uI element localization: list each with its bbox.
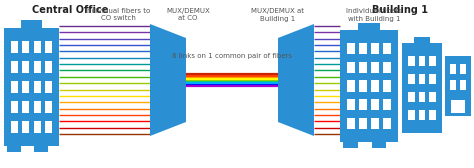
Bar — [11, 41, 18, 53]
Bar — [11, 61, 18, 73]
Bar — [429, 74, 436, 84]
Bar — [408, 110, 415, 120]
Bar — [11, 101, 18, 113]
Bar — [359, 118, 367, 129]
Bar — [4, 28, 59, 146]
Bar — [408, 56, 415, 66]
Bar — [45, 81, 52, 93]
Bar — [347, 99, 355, 111]
Bar — [34, 101, 41, 113]
Bar — [11, 81, 18, 93]
Bar — [11, 121, 18, 133]
Bar — [408, 74, 415, 84]
Bar — [383, 80, 391, 92]
Bar — [371, 80, 379, 92]
Bar — [34, 81, 41, 93]
Bar — [21, 20, 42, 28]
Bar — [419, 56, 425, 66]
Bar — [34, 146, 48, 153]
Bar — [22, 41, 29, 53]
Bar — [371, 43, 379, 54]
Bar — [45, 101, 52, 113]
Text: Central Office: Central Office — [32, 5, 108, 15]
Text: MUX/DEMUX
at CO: MUX/DEMUX at CO — [166, 8, 210, 22]
Bar — [460, 80, 466, 90]
Bar — [347, 43, 355, 54]
Bar — [22, 81, 29, 93]
Bar — [22, 101, 29, 113]
Bar — [408, 92, 415, 102]
Bar — [451, 100, 465, 113]
Bar — [34, 41, 41, 53]
Bar — [450, 64, 456, 74]
Bar — [45, 41, 52, 53]
Bar — [419, 92, 425, 102]
Bar — [383, 61, 391, 73]
Bar — [344, 142, 358, 148]
Bar — [45, 121, 52, 133]
Bar — [358, 23, 380, 30]
Bar — [371, 61, 379, 73]
Bar — [429, 56, 436, 66]
Bar — [414, 37, 430, 43]
Bar — [460, 64, 466, 74]
Text: 8 links on 1 common pair of fibers: 8 links on 1 common pair of fibers — [172, 53, 292, 59]
Bar — [22, 121, 29, 133]
Bar — [419, 74, 425, 84]
Bar — [45, 61, 52, 73]
Bar — [383, 118, 391, 129]
Bar — [22, 61, 29, 73]
Bar — [359, 43, 367, 54]
Bar — [34, 121, 41, 133]
Polygon shape — [278, 24, 314, 136]
Bar — [34, 61, 41, 73]
Bar — [359, 80, 367, 92]
Bar — [383, 43, 391, 54]
Bar — [347, 61, 355, 73]
Bar — [429, 92, 436, 102]
Bar — [402, 43, 442, 133]
Text: Individual fibers
with Building 1: Individual fibers with Building 1 — [346, 8, 402, 22]
Bar — [372, 142, 386, 148]
Bar — [340, 30, 398, 142]
Bar — [359, 61, 367, 73]
Bar — [371, 118, 379, 129]
Bar — [445, 56, 471, 116]
Polygon shape — [150, 24, 186, 136]
Bar — [419, 110, 425, 120]
Bar — [429, 110, 436, 120]
Bar — [450, 80, 456, 90]
Bar — [7, 146, 21, 153]
Bar — [347, 80, 355, 92]
Text: MUX/DEMUX at
Building 1: MUX/DEMUX at Building 1 — [252, 8, 304, 22]
Bar — [371, 99, 379, 111]
Text: Individual fibers to
CO switch: Individual fibers to CO switch — [85, 8, 151, 22]
Bar — [347, 118, 355, 129]
Bar — [359, 99, 367, 111]
Text: Building 1: Building 1 — [372, 5, 428, 15]
Bar — [383, 99, 391, 111]
